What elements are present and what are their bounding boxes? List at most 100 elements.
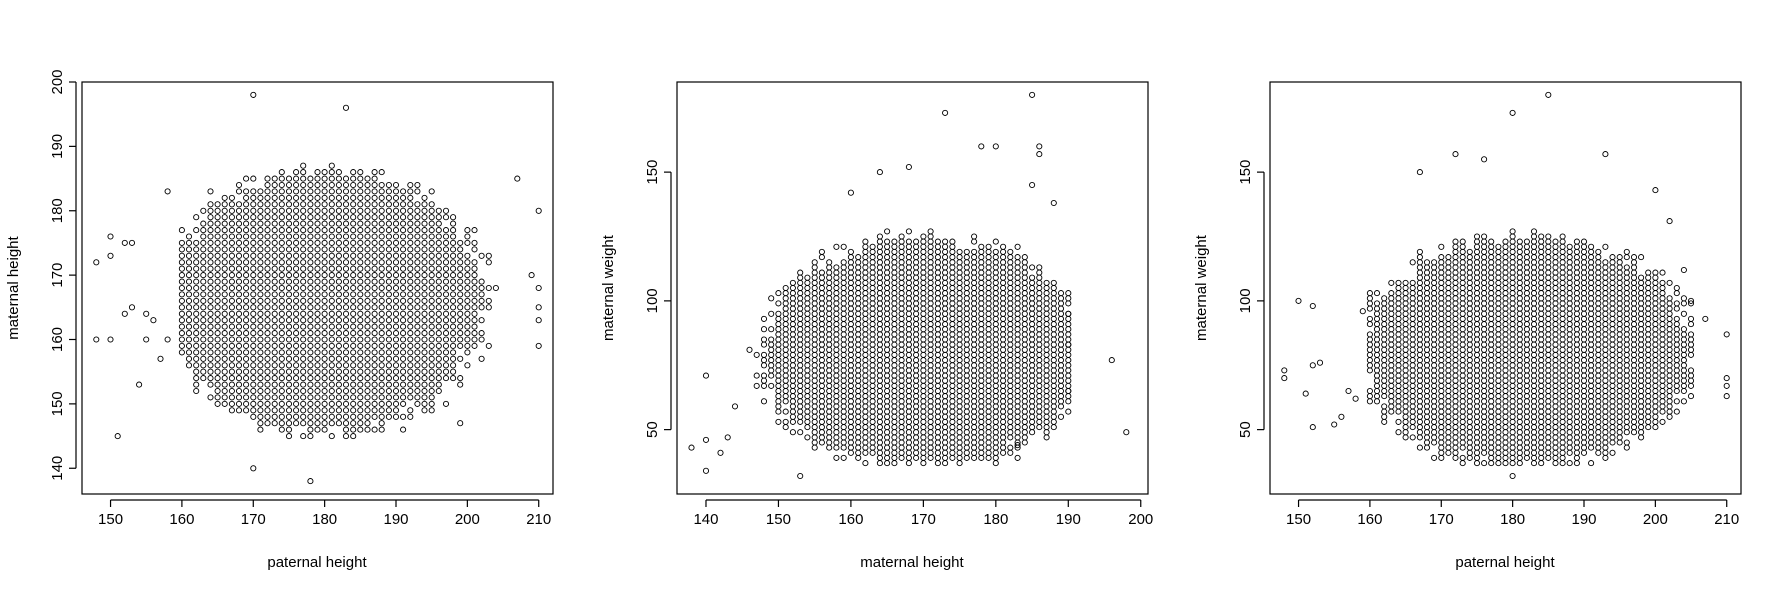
data-point xyxy=(884,424,891,431)
data-point xyxy=(1438,398,1445,405)
data-point xyxy=(1431,310,1438,317)
data-point xyxy=(200,304,207,311)
data-point xyxy=(898,310,905,317)
x-tick-label: 160 xyxy=(169,511,194,528)
data-point xyxy=(1431,290,1438,297)
data-point xyxy=(992,372,999,379)
data-point xyxy=(1431,362,1438,369)
data-point xyxy=(385,381,392,388)
data-point xyxy=(271,252,278,259)
data-point xyxy=(243,188,250,195)
data-point xyxy=(1050,408,1057,415)
data-point xyxy=(1602,372,1609,379)
data-point xyxy=(1395,357,1402,364)
data-point xyxy=(1488,413,1495,420)
data-point xyxy=(1687,331,1695,338)
data-point xyxy=(927,295,934,302)
data-point xyxy=(782,341,789,348)
data-point xyxy=(869,357,876,364)
data-point xyxy=(992,300,999,307)
data-point xyxy=(1409,326,1416,333)
data-point xyxy=(985,351,992,358)
data-point xyxy=(1036,398,1043,405)
data-point xyxy=(833,310,840,317)
data-point xyxy=(862,403,869,410)
data-point xyxy=(1673,372,1680,379)
data-point xyxy=(1488,434,1495,441)
data-point xyxy=(855,398,862,405)
data-point xyxy=(934,357,941,364)
data-point xyxy=(385,265,392,272)
data-point xyxy=(1566,310,1573,317)
data-point xyxy=(862,326,869,333)
data-point xyxy=(200,291,207,298)
data-point xyxy=(789,315,796,322)
data-point xyxy=(1438,274,1445,281)
data-point xyxy=(985,290,992,297)
data-point xyxy=(1416,424,1423,431)
data-point xyxy=(321,278,328,285)
data-point xyxy=(797,295,804,302)
data-point xyxy=(307,194,314,201)
data-point xyxy=(963,290,970,297)
data-point xyxy=(782,382,789,389)
data-point xyxy=(1659,305,1666,312)
data-point xyxy=(1502,367,1509,374)
data-point xyxy=(992,377,999,384)
data-point xyxy=(1014,408,1021,415)
data-point xyxy=(992,341,999,348)
data-point xyxy=(1438,408,1445,415)
data-point xyxy=(1021,408,1028,415)
data-point xyxy=(121,239,128,246)
data-point xyxy=(314,265,321,272)
data-point xyxy=(385,400,392,407)
data-point xyxy=(760,336,768,343)
data-point xyxy=(293,381,300,388)
data-point xyxy=(1638,372,1645,379)
data-point xyxy=(884,331,891,338)
data-point xyxy=(364,310,371,317)
data-point xyxy=(457,323,464,330)
data-point xyxy=(927,305,934,312)
data-point xyxy=(342,265,350,272)
data-point xyxy=(1559,444,1566,451)
data-point xyxy=(1481,449,1488,456)
data-point xyxy=(869,243,876,250)
data-point xyxy=(321,407,328,414)
data-point xyxy=(978,279,985,286)
data-point xyxy=(1000,248,1007,255)
data-point xyxy=(920,362,927,369)
data-point xyxy=(1687,336,1695,343)
data-point xyxy=(1452,151,1459,158)
data-point xyxy=(378,375,385,382)
data-point xyxy=(1523,429,1530,436)
data-point xyxy=(862,424,869,431)
data-point xyxy=(797,284,804,292)
data-point xyxy=(746,346,753,353)
data-point xyxy=(1687,300,1695,307)
data-point xyxy=(350,169,357,176)
data-point xyxy=(760,341,768,348)
data-point xyxy=(1007,382,1014,389)
data-point xyxy=(1673,362,1680,369)
data-point xyxy=(1050,305,1057,312)
data-point xyxy=(364,175,371,182)
data-point xyxy=(898,300,905,307)
data-point xyxy=(321,169,328,176)
data-point xyxy=(357,400,364,407)
data-point xyxy=(811,418,818,425)
data-point xyxy=(905,310,912,317)
data-point xyxy=(250,233,257,240)
data-point xyxy=(869,331,876,338)
data-point xyxy=(1459,387,1466,395)
data-point xyxy=(905,418,912,425)
data-point xyxy=(307,220,314,227)
data-point xyxy=(421,233,428,240)
data-point xyxy=(1630,351,1638,358)
data-point xyxy=(1481,233,1488,240)
data-point xyxy=(364,227,371,234)
data-point xyxy=(1409,295,1416,302)
data-point xyxy=(760,357,768,364)
data-point xyxy=(913,444,920,451)
data-point xyxy=(1000,382,1007,389)
